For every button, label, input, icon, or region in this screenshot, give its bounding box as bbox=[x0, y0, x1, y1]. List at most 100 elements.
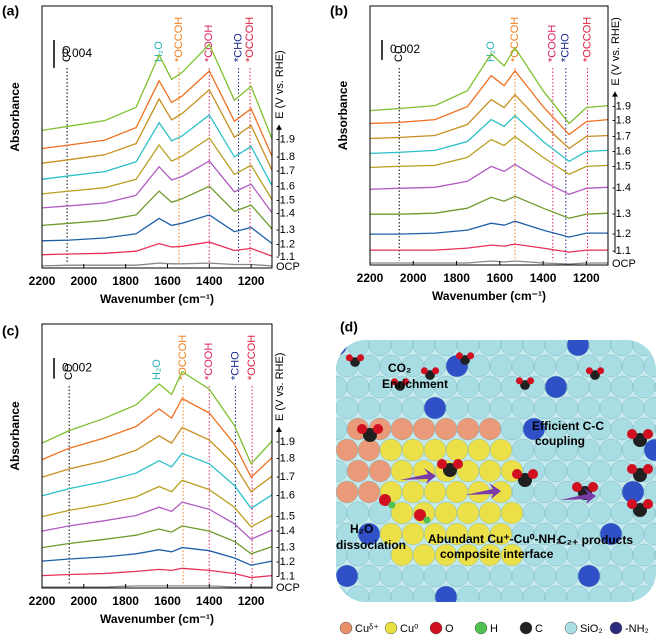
o-atom bbox=[572, 482, 582, 492]
atoms bbox=[336, 340, 656, 602]
series-label: -1.8 bbox=[612, 114, 631, 126]
annotation-label: CO bbox=[393, 45, 405, 62]
spectrum-line bbox=[41, 214, 273, 245]
series-label: -1.9 bbox=[276, 436, 295, 448]
c-atom bbox=[633, 433, 647, 447]
right-axis-label: E (V vs. RHE) bbox=[274, 50, 286, 118]
spectrum-line bbox=[41, 501, 273, 541]
surface-atom bbox=[555, 564, 579, 588]
x-tick-label: 1800 bbox=[112, 594, 139, 608]
x-tick-label: 1200 bbox=[573, 271, 600, 285]
y-axis-label: Absorbance bbox=[8, 401, 22, 471]
surface-atom bbox=[357, 564, 381, 588]
surface-atom bbox=[566, 340, 590, 357]
x-tick-label: 1600 bbox=[154, 594, 181, 608]
surface-atom bbox=[346, 585, 370, 602]
annotation-label: CO bbox=[63, 363, 75, 380]
surface-atom bbox=[445, 480, 469, 504]
spectrum-line bbox=[41, 262, 273, 267]
spectrum-line bbox=[41, 567, 273, 579]
scene-label: coupling bbox=[535, 434, 585, 448]
legend-label: Cu⁰ bbox=[400, 623, 419, 635]
surface-atom bbox=[621, 564, 645, 588]
surface-atom bbox=[401, 564, 425, 588]
x-tick-label: 1600 bbox=[486, 271, 513, 285]
surface-atom bbox=[533, 354, 557, 378]
o-atom bbox=[643, 429, 653, 439]
surface-atom bbox=[401, 480, 425, 504]
surface-atom bbox=[489, 396, 513, 420]
surface-atom bbox=[610, 543, 634, 567]
surface-atom bbox=[478, 417, 502, 441]
series-label: -1.1 bbox=[276, 251, 295, 263]
c-atom bbox=[590, 370, 600, 380]
c-atom bbox=[350, 357, 360, 367]
surface-atom bbox=[643, 438, 656, 462]
scene-label: H₂O bbox=[350, 522, 373, 536]
annotation-label: *OCCOH bbox=[581, 17, 593, 62]
spectrum-line bbox=[370, 260, 608, 265]
series-label: -1.3 bbox=[276, 541, 295, 553]
series-label: -1.2 bbox=[276, 556, 295, 568]
series-label: -1.4 bbox=[276, 525, 295, 537]
surface-atom bbox=[654, 417, 656, 441]
x-tick-label: 1800 bbox=[443, 271, 470, 285]
plot-frame bbox=[41, 323, 273, 589]
surface-atom bbox=[478, 501, 502, 525]
o-atom bbox=[357, 424, 367, 434]
spectrum-line bbox=[41, 525, 273, 555]
surface-atom bbox=[654, 375, 656, 399]
h-atom bbox=[388, 501, 396, 509]
arrow-head bbox=[276, 426, 282, 432]
series-label: -1.4 bbox=[612, 182, 631, 194]
series-label: OCP bbox=[276, 582, 300, 594]
c-atom bbox=[460, 355, 470, 365]
surface-atom bbox=[423, 438, 447, 462]
x-axis-label: Wavenumber (cm⁻¹) bbox=[100, 292, 214, 306]
x-tick-label: 1200 bbox=[238, 274, 265, 288]
surface-atom bbox=[456, 417, 480, 441]
surface-atom bbox=[643, 396, 656, 420]
o-atom bbox=[627, 464, 637, 474]
spectrum-line bbox=[41, 370, 273, 465]
legend-swatch bbox=[519, 621, 533, 635]
spectrum-line bbox=[370, 243, 608, 253]
series-label: -1.3 bbox=[612, 208, 631, 220]
annotation-label: *OCCOH bbox=[509, 17, 521, 62]
series-label: -1.9 bbox=[612, 101, 631, 113]
legend-swatch bbox=[384, 621, 398, 635]
x-tick-label: 1200 bbox=[238, 594, 265, 608]
spectrum-line bbox=[369, 114, 609, 163]
surface-atom bbox=[379, 396, 403, 420]
o-atom bbox=[390, 378, 398, 386]
surface-atom bbox=[412, 340, 436, 357]
o-atom bbox=[588, 482, 598, 492]
o-atom bbox=[643, 499, 653, 509]
series-label: -1.2 bbox=[612, 228, 631, 240]
x-tick-label: 2000 bbox=[70, 274, 97, 288]
right-axis-label: E (V vs. RHE) bbox=[274, 353, 286, 421]
flow-arrow bbox=[560, 488, 596, 504]
panel-label: (d) bbox=[340, 319, 358, 335]
surface-atom bbox=[434, 501, 458, 525]
spectrum-line bbox=[369, 46, 609, 125]
o-atom bbox=[585, 367, 593, 375]
surface-atom bbox=[588, 340, 612, 357]
spectrum-line bbox=[41, 426, 273, 493]
surface-atom bbox=[336, 501, 348, 525]
o-atom bbox=[373, 424, 383, 434]
o-atom bbox=[512, 469, 522, 479]
series-label: -1.9 bbox=[276, 134, 295, 146]
legend-swatch bbox=[474, 621, 488, 635]
surface-atom bbox=[336, 375, 348, 399]
o-atom bbox=[597, 367, 605, 375]
c-atom bbox=[633, 468, 647, 482]
surface-atom bbox=[336, 417, 348, 441]
surface-atom bbox=[368, 585, 392, 602]
flow-arrow bbox=[400, 468, 436, 484]
series-label: -1.6 bbox=[276, 180, 295, 192]
surface-atom bbox=[500, 417, 524, 441]
surface-atom bbox=[489, 354, 513, 378]
surface-atom bbox=[489, 438, 513, 462]
